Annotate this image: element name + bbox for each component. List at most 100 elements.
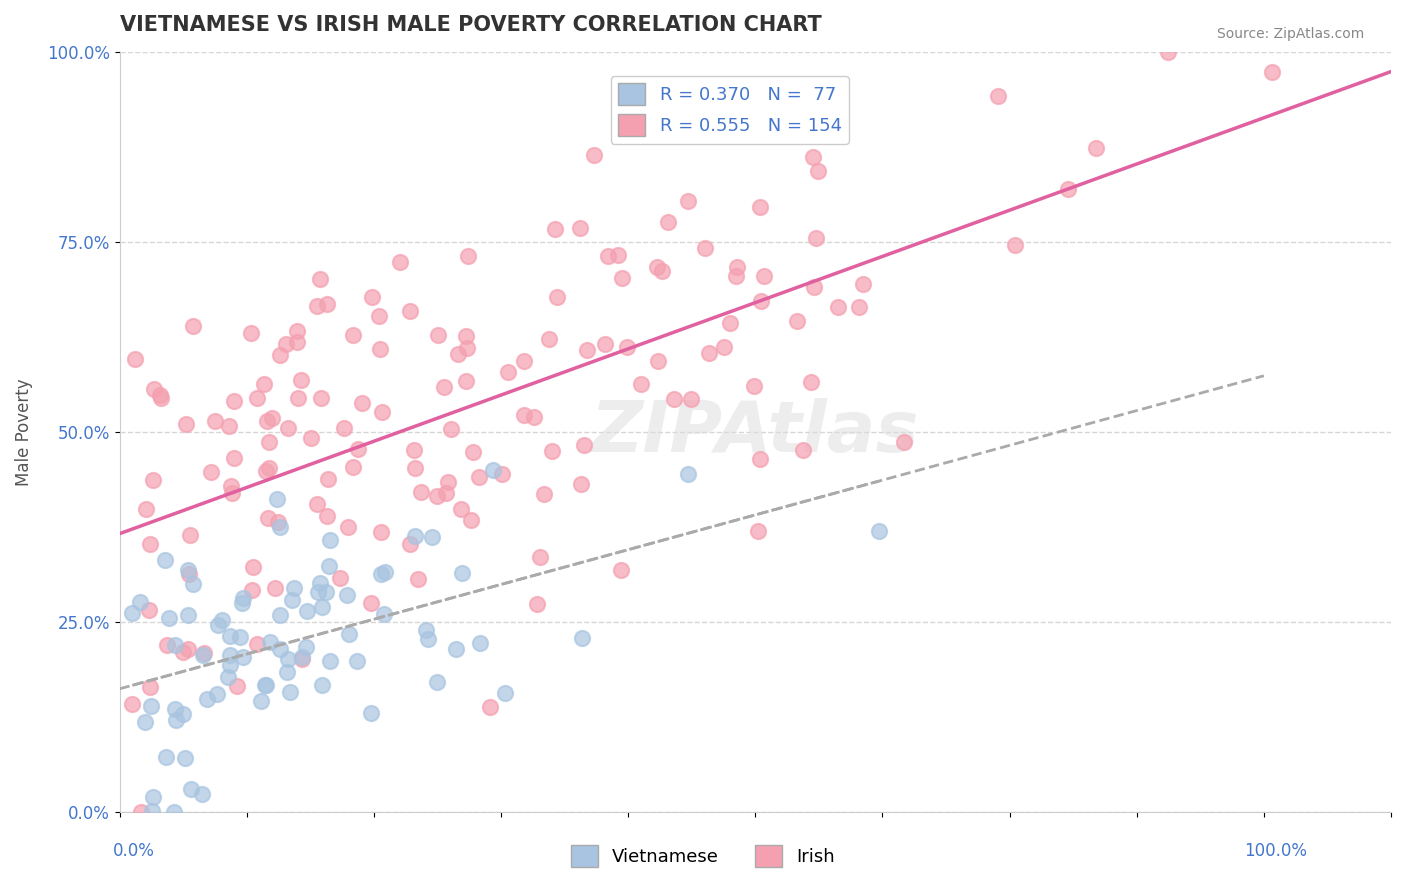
- Point: [294, 640, 316, 654]
- Point: [583, 148, 606, 162]
- Point: [827, 301, 849, 315]
- Point: [342, 459, 364, 474]
- Point: [177, 642, 200, 657]
- Point: [307, 497, 329, 511]
- Point: [361, 290, 384, 304]
- Point: [257, 511, 280, 525]
- Point: [155, 749, 177, 764]
- Point: [388, 255, 411, 269]
- Point: [725, 260, 748, 275]
- Point: [259, 461, 281, 475]
- Point: [218, 657, 240, 672]
- Point: [139, 699, 162, 714]
- Point: [1004, 237, 1026, 252]
- Point: [848, 300, 870, 314]
- Point: [165, 639, 187, 653]
- Point: [440, 422, 463, 436]
- Point: [139, 537, 162, 551]
- Point: [285, 324, 308, 338]
- Point: [370, 566, 392, 581]
- Point: [239, 326, 262, 340]
- Point: [156, 638, 179, 652]
- Point: [180, 782, 202, 797]
- Point: [513, 354, 536, 368]
- Point: [207, 687, 229, 701]
- Point: [523, 409, 546, 424]
- Point: [468, 636, 491, 650]
- Point: [676, 467, 699, 481]
- Point: [179, 528, 201, 542]
- Point: [181, 318, 204, 333]
- Point: [254, 678, 277, 692]
- Point: [461, 445, 484, 459]
- Point: [191, 648, 214, 662]
- Point: [172, 645, 194, 659]
- Point: [254, 464, 277, 478]
- Point: [191, 787, 214, 801]
- Point: [404, 529, 426, 543]
- Point: [456, 374, 478, 388]
- Point: [426, 489, 449, 503]
- Point: [747, 524, 769, 538]
- Point: [540, 443, 562, 458]
- Point: [177, 608, 200, 623]
- Y-axis label: Male Poverty: Male Poverty: [15, 378, 32, 486]
- Point: [311, 678, 333, 692]
- Point: [222, 394, 245, 409]
- Point: [368, 342, 391, 356]
- Point: [370, 404, 392, 418]
- Point: [360, 597, 382, 611]
- Point: [612, 270, 634, 285]
- Point: [657, 214, 679, 228]
- Point: [801, 150, 824, 164]
- Point: [177, 567, 200, 582]
- Point: [222, 451, 245, 466]
- Point: [245, 637, 267, 651]
- Point: [269, 642, 291, 657]
- Point: [231, 596, 253, 610]
- Point: [290, 374, 312, 388]
- Point: [129, 805, 152, 820]
- Point: [468, 469, 491, 483]
- Point: [307, 299, 329, 313]
- Point: [217, 670, 239, 684]
- Point: [225, 679, 247, 693]
- Text: VIETNAMESE VS IRISH MALE POVERTY CORRELATION CHART: VIETNAMESE VS IRISH MALE POVERTY CORRELA…: [120, 15, 821, 35]
- Point: [278, 685, 301, 699]
- Point: [693, 241, 716, 255]
- Point: [662, 392, 685, 406]
- Point: [207, 618, 229, 632]
- Point: [316, 472, 339, 486]
- Point: [285, 335, 308, 350]
- Point: [318, 559, 340, 574]
- Point: [444, 642, 467, 657]
- Point: [713, 340, 735, 354]
- Text: 0.0%: 0.0%: [112, 842, 155, 860]
- Point: [724, 269, 747, 284]
- Point: [165, 714, 187, 728]
- Point: [148, 387, 170, 401]
- Point: [337, 627, 360, 641]
- Point: [307, 585, 329, 599]
- Point: [240, 583, 263, 598]
- Point: [893, 434, 915, 449]
- Point: [645, 260, 668, 274]
- Point: [751, 293, 773, 308]
- Point: [852, 277, 875, 291]
- Point: [283, 581, 305, 595]
- Point: [315, 585, 337, 599]
- Point: [254, 678, 277, 692]
- Point: [494, 686, 516, 700]
- Point: [610, 563, 633, 577]
- Point: [200, 465, 222, 479]
- Point: [128, 595, 150, 609]
- Point: [149, 391, 172, 405]
- Point: [269, 607, 291, 622]
- Point: [447, 346, 470, 360]
- Point: [346, 654, 368, 668]
- Point: [232, 649, 254, 664]
- Point: [460, 513, 482, 527]
- Point: [399, 303, 422, 318]
- Point: [399, 537, 422, 551]
- Point: [242, 560, 264, 574]
